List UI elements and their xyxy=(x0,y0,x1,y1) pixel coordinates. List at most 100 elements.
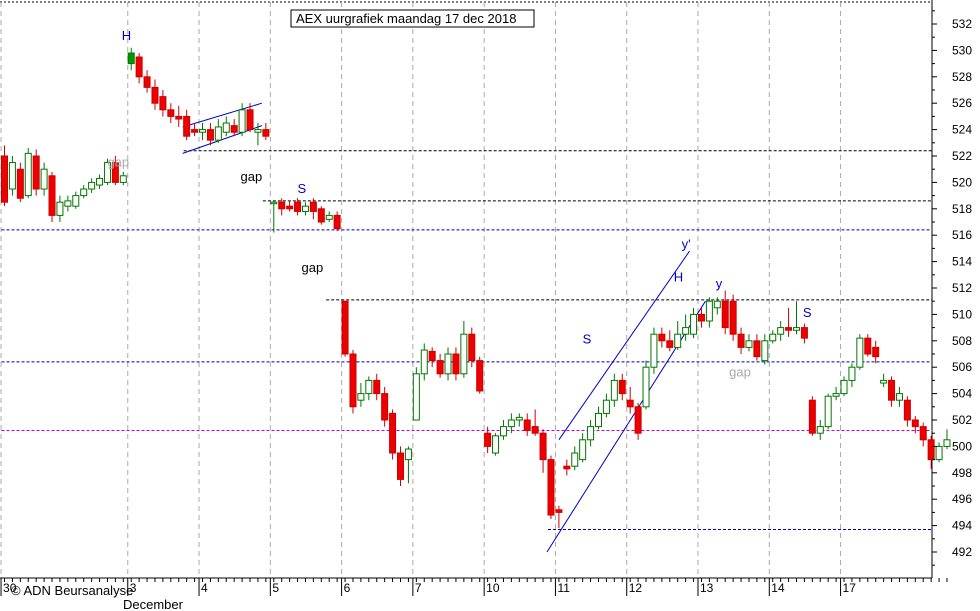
chart-annotation: S xyxy=(803,305,812,320)
candle xyxy=(872,340,880,364)
trend-line xyxy=(182,102,263,128)
candle xyxy=(420,343,428,381)
candle xyxy=(713,297,721,315)
candle-body xyxy=(119,175,127,183)
candle xyxy=(919,422,927,447)
candle xyxy=(848,363,856,387)
candle xyxy=(56,195,64,222)
candle-body xyxy=(523,419,531,432)
candle-body xyxy=(206,129,214,141)
candle xyxy=(563,459,571,476)
y-tick-label: 512 xyxy=(952,281,972,295)
candle xyxy=(262,123,270,141)
candle-body xyxy=(658,333,666,342)
x-tick-label: 5 xyxy=(272,581,279,595)
candle xyxy=(682,314,690,341)
candle xyxy=(888,376,896,407)
y-tick-label: 528 xyxy=(952,70,972,84)
x-tick-label: 10 xyxy=(486,581,500,595)
candle-body xyxy=(499,426,507,437)
candle xyxy=(793,301,800,335)
candle-body xyxy=(404,448,412,461)
chart-annotation: gap xyxy=(729,364,751,379)
chart-annotation: S xyxy=(298,181,307,196)
x-tick-label: 6 xyxy=(344,581,351,595)
x-tick-label: 11 xyxy=(557,581,570,595)
y-tick-label: 530 xyxy=(952,43,972,57)
candle-body xyxy=(341,300,349,355)
candle-body xyxy=(452,353,460,375)
candle-body xyxy=(96,177,104,186)
credit-label: © ADN Beursanalyse xyxy=(11,583,133,598)
candle-body xyxy=(911,419,919,428)
candle-body xyxy=(777,327,785,335)
x-tick-label: 17 xyxy=(843,581,857,595)
candle-body xyxy=(1,155,8,203)
candle-body xyxy=(880,379,888,384)
candle-body xyxy=(832,393,840,397)
candle xyxy=(119,171,127,186)
candle xyxy=(832,387,840,401)
candle-body xyxy=(943,439,951,447)
candle xyxy=(856,334,864,370)
candle-body xyxy=(626,399,634,408)
trend-line xyxy=(558,250,690,441)
x-tick-label: 4 xyxy=(201,581,208,595)
candle-body xyxy=(666,340,674,348)
candle-body xyxy=(135,56,143,78)
candle-body xyxy=(167,109,175,117)
candle xyxy=(214,119,222,143)
candle xyxy=(230,119,238,137)
candle xyxy=(254,123,262,146)
candle xyxy=(341,300,349,357)
candle-body xyxy=(571,452,579,467)
x-tick-label: 30 xyxy=(3,581,17,595)
candle xyxy=(40,162,48,196)
candle xyxy=(357,383,365,407)
candle xyxy=(286,200,294,212)
candle xyxy=(634,402,642,440)
candle-body xyxy=(745,340,753,348)
candle-body xyxy=(72,195,80,207)
candle-body xyxy=(357,393,365,401)
candle xyxy=(127,47,135,71)
candle-body xyxy=(816,426,824,434)
candle xyxy=(88,178,96,193)
y-tick-label: 526 xyxy=(952,96,972,110)
candle xyxy=(935,442,943,463)
candle-body xyxy=(175,115,183,120)
candle-body xyxy=(903,399,911,421)
candle xyxy=(618,373,626,401)
candle xyxy=(8,156,16,196)
candle xyxy=(404,446,412,484)
candle-body xyxy=(484,432,492,447)
candle xyxy=(72,191,80,209)
y-tick-label: 516 xyxy=(952,228,972,242)
candle xyxy=(579,433,587,463)
candle-body xyxy=(563,465,571,470)
candle xyxy=(911,416,919,434)
candle-body xyxy=(650,333,658,368)
candle xyxy=(903,396,911,427)
candle xyxy=(761,334,769,365)
candle-body xyxy=(872,346,880,358)
candle xyxy=(317,206,325,225)
chart-annotation: S xyxy=(583,331,592,346)
x-tick-label: 7 xyxy=(415,581,422,595)
candle xyxy=(476,356,484,394)
candle-body xyxy=(56,201,64,216)
trend-line xyxy=(182,125,263,154)
candle xyxy=(737,327,745,354)
candle xyxy=(460,321,468,378)
candle xyxy=(650,327,658,374)
candle xyxy=(48,171,56,222)
y-tick-label: 532 xyxy=(952,17,972,31)
candle-body xyxy=(753,340,761,358)
candle xyxy=(943,429,951,450)
candle-body xyxy=(634,406,642,434)
month-label: December xyxy=(123,597,184,611)
candle-body xyxy=(444,353,452,375)
candle-body xyxy=(365,379,373,395)
candle-body xyxy=(246,109,254,131)
candle-body xyxy=(888,379,896,401)
